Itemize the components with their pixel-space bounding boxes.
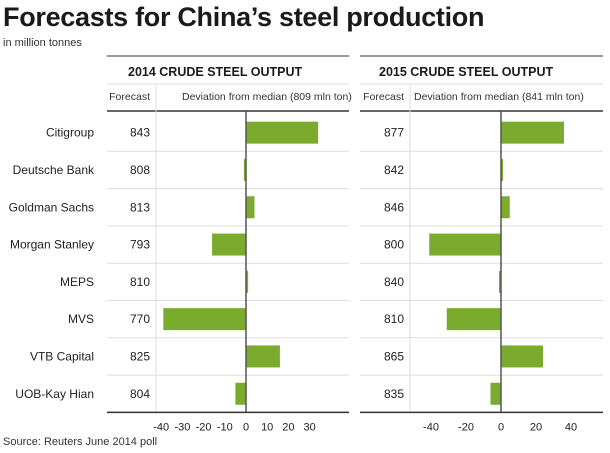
chart-subtitle: in million tonnes [3, 37, 82, 49]
deviation-bar [501, 158, 503, 181]
forecast-value: 770 [130, 312, 150, 326]
deviation-bar [501, 121, 564, 144]
x-tick-label: -30 [174, 421, 190, 433]
deviation-bar [246, 196, 255, 219]
x-tick-label: -10 [217, 421, 233, 433]
forecast-value: 813 [130, 200, 150, 214]
deviation-bar [163, 308, 246, 331]
source-note: Source: Reuters June 2014 poll [3, 436, 158, 448]
forecast-value: 825 [130, 349, 150, 363]
forecast-value: 804 [130, 387, 150, 401]
forecast-column-header: Forecast [363, 91, 404, 103]
deviation-bar [246, 270, 249, 293]
x-tick-label: 20 [530, 421, 542, 433]
deviation-bar [499, 270, 501, 293]
deviation-bar [235, 382, 246, 405]
deviation-bar [490, 382, 501, 405]
forecast-value: 808 [130, 163, 150, 177]
category-label: Citigroup [46, 126, 94, 140]
forecast-value: 840 [384, 275, 404, 289]
category-label: MEPS [60, 275, 94, 289]
x-tick-label: -20 [196, 421, 212, 433]
forecast-column-header: Forecast [109, 91, 150, 103]
forecast-value: 865 [384, 349, 404, 363]
category-label: UOB-Kay Hian [15, 387, 94, 401]
forecast-value: 846 [384, 200, 404, 214]
x-tick-label: 20 [282, 421, 294, 433]
x-tick-label: 30 [303, 421, 315, 433]
deviation-bar [246, 121, 319, 144]
x-tick-label: -40 [153, 421, 169, 433]
category-label: Morgan Stanley [10, 238, 94, 252]
deviation-bar [446, 308, 501, 331]
deviation-bar [501, 196, 510, 219]
deviation-column-header: Deviation from median (809 mln ton) [182, 91, 352, 103]
deviation-bar [243, 158, 246, 181]
x-tick-label: -20 [458, 421, 474, 433]
forecast-value: 800 [384, 238, 404, 252]
panel-title: 2014 CRUDE STEEL OUTPUT [128, 65, 302, 79]
x-tick-label: 10 [261, 421, 273, 433]
category-label: VTB Capital [30, 349, 94, 363]
forecast-value: 810 [384, 312, 404, 326]
forecast-value: 842 [384, 163, 404, 177]
forecast-value: 877 [384, 126, 404, 140]
forecast-value: 810 [130, 275, 150, 289]
forecast-value: 793 [130, 238, 150, 252]
deviation-bar [501, 345, 543, 368]
category-label: MVS [68, 312, 94, 326]
panel-title: 2015 CRUDE STEEL OUTPUT [379, 65, 553, 79]
x-tick-label: 0 [243, 421, 249, 433]
x-tick-label: 40 [565, 421, 577, 433]
x-tick-label: -40 [423, 421, 439, 433]
deviation-bar [246, 345, 280, 368]
x-tick-label: 0 [498, 421, 504, 433]
deviation-bar [429, 233, 501, 256]
category-label: Deutsche Bank [13, 163, 95, 177]
chart-title: Forecasts for China’s steel production [3, 2, 485, 32]
deviation-column-header: Deviation from median (841 mln ton) [414, 91, 584, 103]
deviation-bar [212, 233, 246, 256]
forecast-value: 835 [384, 387, 404, 401]
forecast-value: 843 [130, 126, 150, 140]
category-label: Goldman Sachs [9, 200, 94, 214]
